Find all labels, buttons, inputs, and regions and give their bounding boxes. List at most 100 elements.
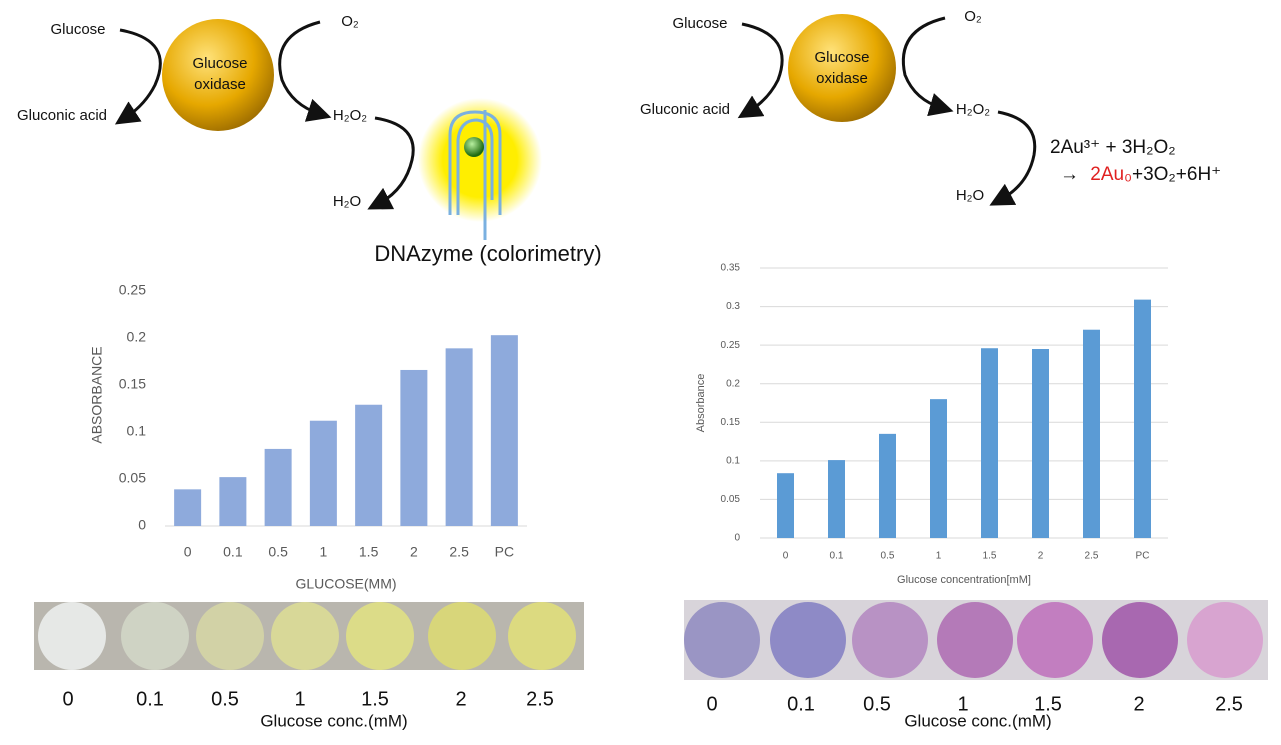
bar bbox=[828, 460, 845, 538]
bar bbox=[930, 399, 947, 538]
x-tick-label: 0 bbox=[184, 544, 192, 560]
y-tick-label: 0.25 bbox=[119, 282, 146, 298]
photo-label: 0 bbox=[706, 693, 717, 715]
arrow bbox=[278, 20, 332, 122]
arrow bbox=[901, 16, 954, 117]
well bbox=[346, 602, 414, 670]
well bbox=[770, 602, 846, 678]
photo-label: 0 bbox=[62, 688, 73, 710]
peroxide: H₂O₂ bbox=[956, 101, 990, 118]
photo-label: 0.1 bbox=[136, 688, 164, 710]
dnazyme-glow bbox=[418, 98, 542, 222]
photo-label: 2 bbox=[1133, 693, 1144, 715]
bar bbox=[777, 473, 794, 538]
x-tick-label: 1 bbox=[319, 544, 327, 560]
arrow bbox=[367, 116, 415, 210]
y-tick-label: 0.05 bbox=[721, 494, 741, 505]
well bbox=[271, 602, 339, 670]
arrow bbox=[737, 22, 784, 119]
bar bbox=[879, 433, 896, 538]
y-tick-label: 0.2 bbox=[726, 378, 740, 389]
well bbox=[1187, 602, 1263, 678]
well bbox=[684, 602, 760, 678]
water: H₂O bbox=[956, 187, 984, 204]
well bbox=[937, 602, 1013, 678]
well bbox=[508, 602, 576, 670]
bar bbox=[1032, 349, 1049, 538]
x-tick-label: 2 bbox=[1038, 551, 1044, 562]
enzyme: Glucose bbox=[192, 55, 247, 72]
x-tick-label: 2.5 bbox=[449, 544, 469, 560]
arrow bbox=[114, 28, 162, 125]
photo-label: 0.5 bbox=[863, 693, 891, 715]
dnazyme-strand bbox=[448, 110, 502, 240]
y-axis-title: Absorbance bbox=[695, 374, 707, 433]
bar bbox=[400, 369, 428, 526]
y-tick-label: 0.1 bbox=[127, 423, 147, 439]
reaction-line: → 2Au₀+3O₂+6H⁺ bbox=[1060, 164, 1221, 185]
bar bbox=[1083, 329, 1100, 538]
x-tick-label: 0.5 bbox=[268, 544, 288, 560]
photo-label: 0.5 bbox=[211, 688, 239, 710]
substrate: Glucose bbox=[50, 21, 105, 38]
photo-axis-label: Glucose conc.(mM) bbox=[904, 711, 1051, 730]
y-axis-title: ABSORBANCE bbox=[89, 346, 105, 443]
x-tick-label: 0.1 bbox=[830, 551, 844, 562]
bar bbox=[1134, 299, 1151, 538]
x-tick-label: 1 bbox=[936, 551, 942, 562]
peroxide: H₂O₂ bbox=[333, 107, 367, 124]
y-tick-label: 0.15 bbox=[721, 417, 741, 428]
y-tick-label: 0.05 bbox=[119, 470, 146, 486]
x-tick-label: PC bbox=[495, 544, 514, 560]
photo-label: 2 bbox=[455, 688, 466, 710]
bead bbox=[464, 137, 484, 157]
well bbox=[852, 602, 928, 678]
photo-axis-label: Glucose conc.(mM) bbox=[260, 711, 407, 730]
x-tick-label: 2.5 bbox=[1085, 551, 1099, 562]
well bbox=[196, 602, 264, 670]
y-tick-label: 0.15 bbox=[119, 376, 146, 392]
product: Gluconic acid bbox=[17, 107, 107, 124]
enzyme: oxidase bbox=[194, 76, 246, 93]
left-diagram: Glucose Glucose oxidase O₂ Gluconic acid… bbox=[17, 13, 602, 266]
well bbox=[121, 602, 189, 670]
x-tick-label: 0.1 bbox=[223, 544, 243, 560]
bar bbox=[981, 348, 998, 538]
photo-label: 2.5 bbox=[526, 688, 554, 710]
bar bbox=[355, 404, 383, 526]
x-tick-label: 2 bbox=[410, 544, 418, 560]
oxygen: O₂ bbox=[964, 8, 982, 25]
y-tick-label: 0.25 bbox=[721, 340, 741, 351]
bar bbox=[219, 477, 247, 526]
x-tick-label: PC bbox=[1136, 551, 1150, 562]
left-photo bbox=[34, 602, 584, 670]
right-photo bbox=[684, 600, 1268, 680]
enzyme-sphere bbox=[162, 19, 274, 131]
y-tick-label: 0.35 bbox=[721, 263, 741, 274]
bar bbox=[264, 448, 292, 526]
photo-label: 1 bbox=[957, 693, 968, 715]
well bbox=[428, 602, 496, 670]
x-axis-title: GLUCOSE(MM) bbox=[295, 576, 396, 592]
x-tick-label: 1.5 bbox=[983, 551, 997, 562]
bar bbox=[445, 348, 473, 526]
photo-label: 2.5 bbox=[1215, 693, 1243, 715]
enzyme: oxidase bbox=[816, 70, 868, 87]
enzyme: Glucose bbox=[814, 49, 869, 66]
water: H₂O bbox=[333, 193, 361, 210]
oxygen: O₂ bbox=[341, 13, 359, 30]
well bbox=[1017, 602, 1093, 678]
y-tick-label: 0.2 bbox=[127, 329, 147, 345]
reaction-highlight: 2Au₀ bbox=[1090, 164, 1132, 185]
bar bbox=[490, 335, 518, 526]
arrow bbox=[989, 110, 1037, 206]
y-tick-label: 0 bbox=[734, 533, 740, 544]
y-tick-label: 0.1 bbox=[726, 455, 740, 466]
reaction-arrow: → bbox=[1060, 164, 1079, 185]
detector: DNAzyme (colorimetry) bbox=[374, 241, 601, 266]
enzyme-sphere bbox=[788, 14, 896, 122]
well bbox=[1102, 602, 1178, 678]
x-axis-title: Glucose concentration[mM] bbox=[897, 574, 1031, 586]
y-tick-label: 0.3 bbox=[726, 301, 740, 312]
